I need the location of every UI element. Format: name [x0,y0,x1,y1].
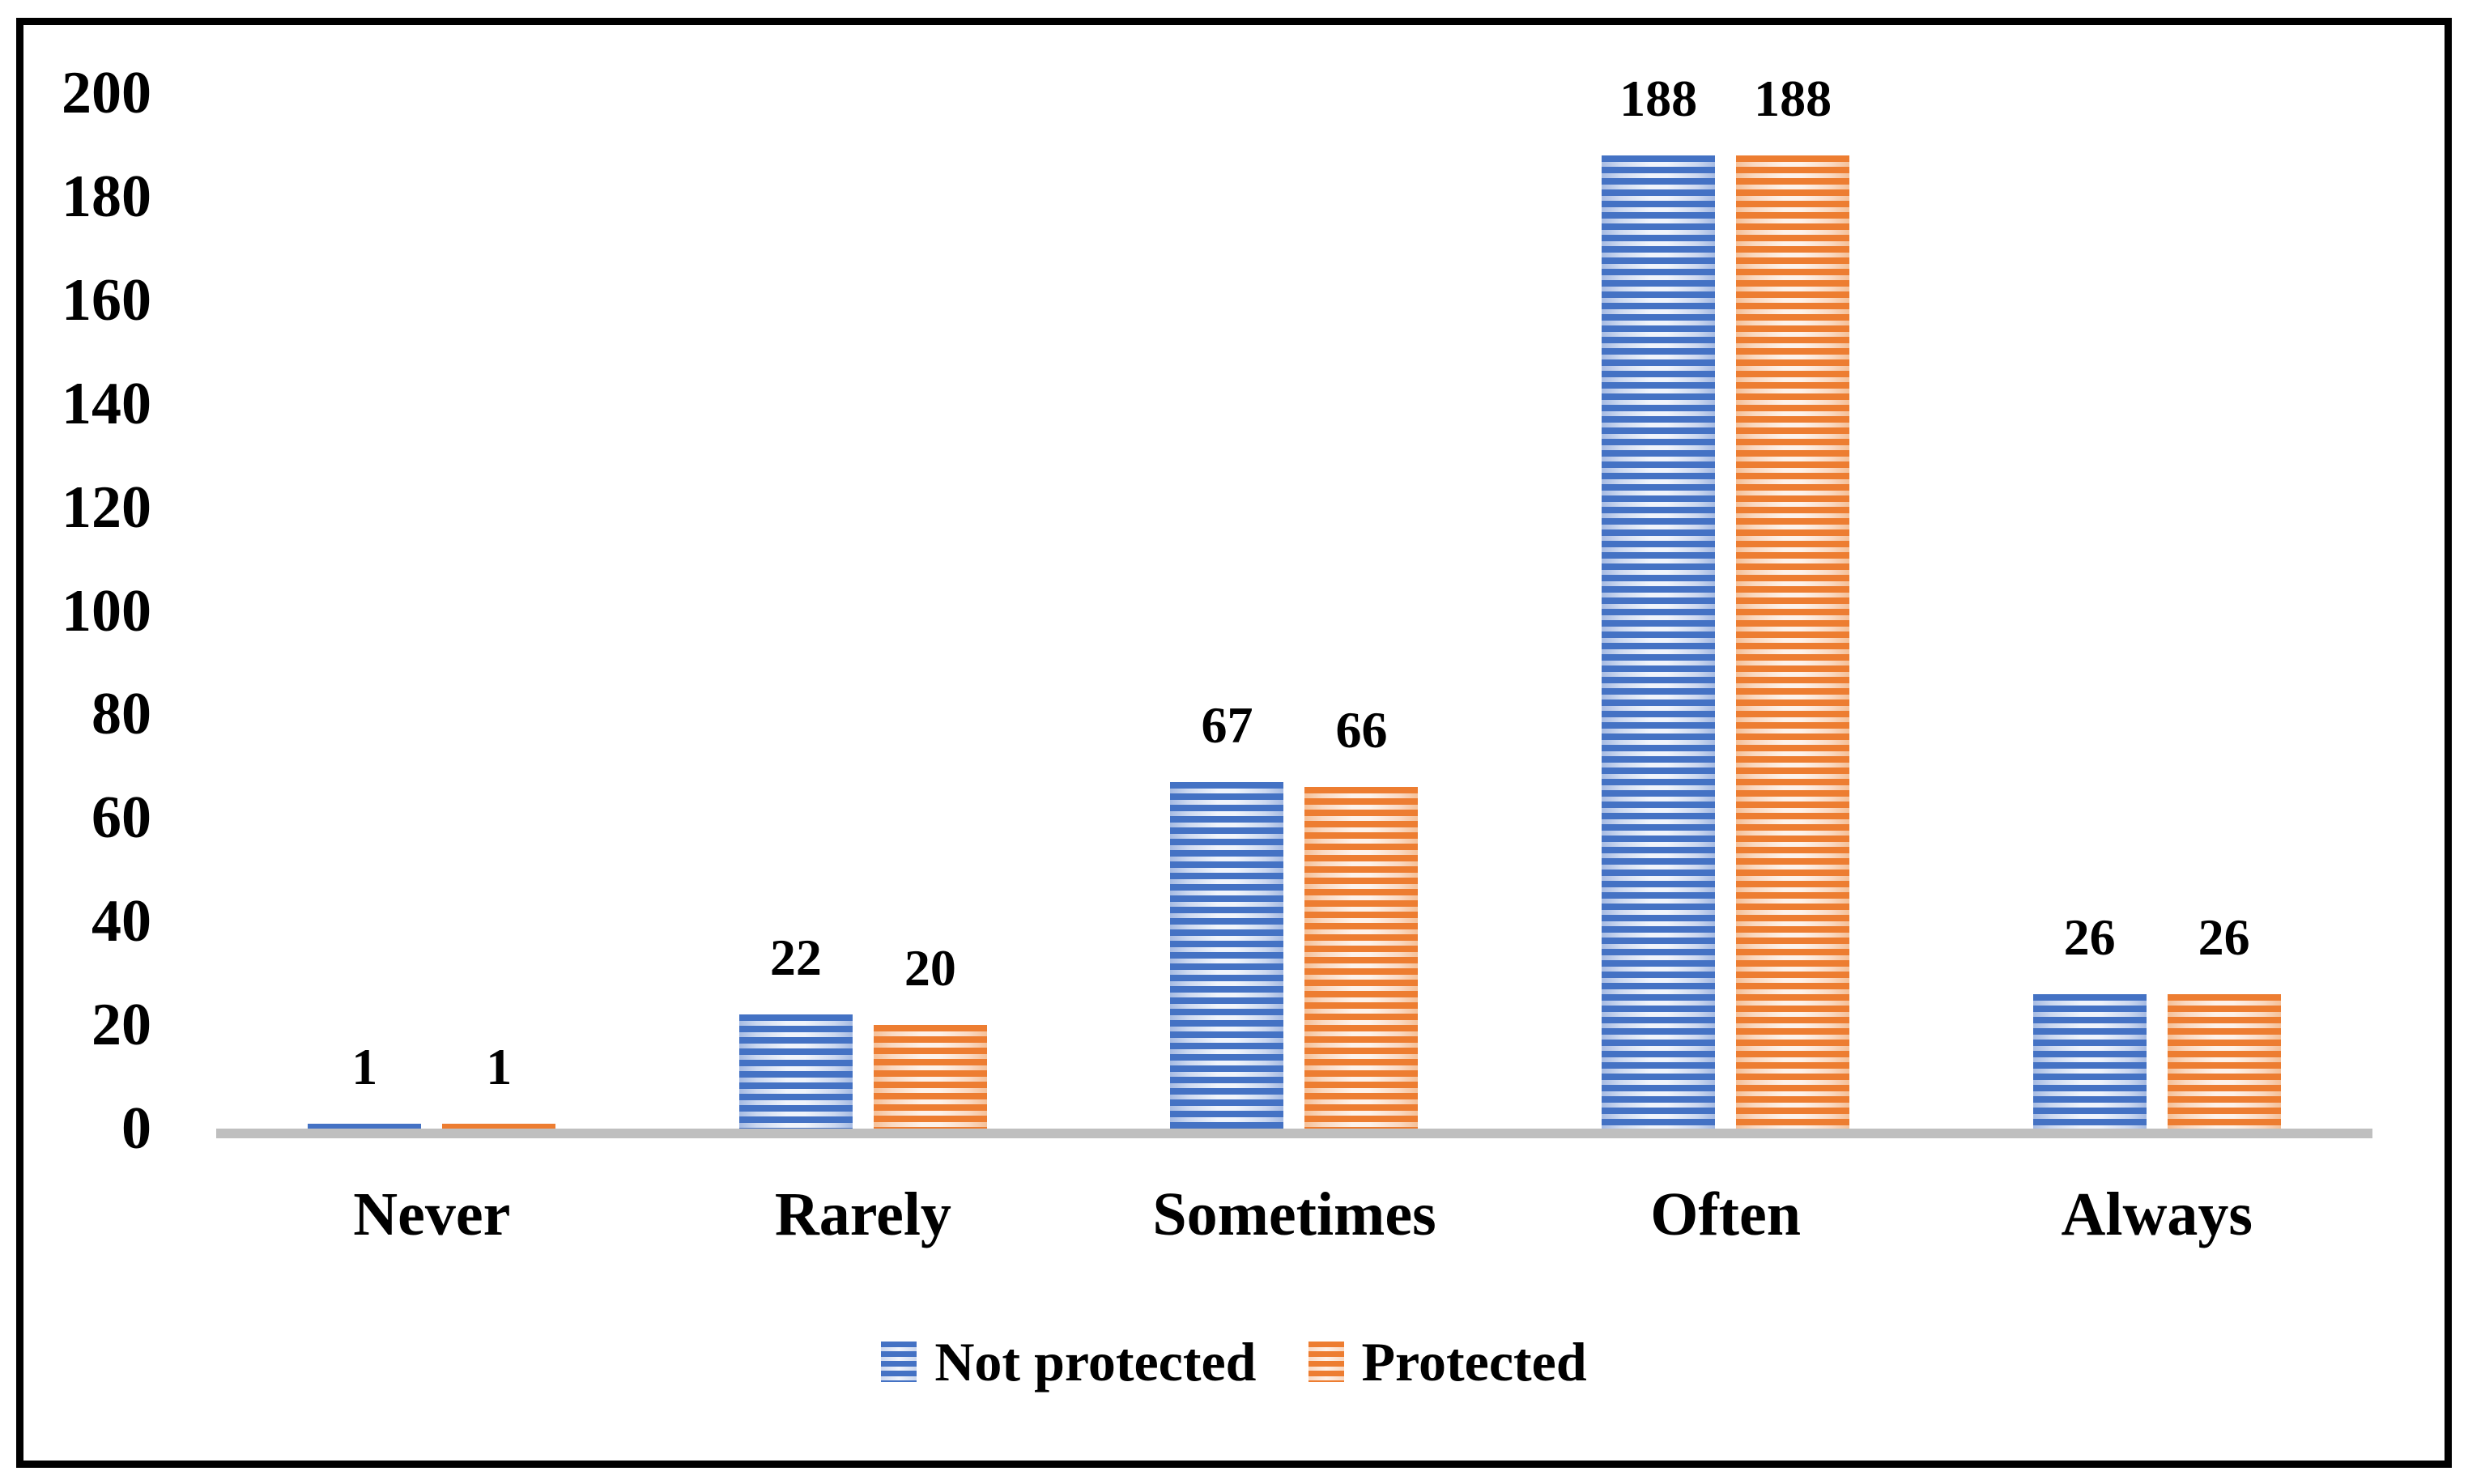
category-slot-sometimes: 67 66 [1079,93,1510,1129]
y-tick-label-40: 40 [91,888,151,955]
x-axis-label-sometimes: Sometimes [1152,1180,1436,1248]
y-tick-label-100: 100 [62,577,151,644]
data-label-not-protected-never: 1 [351,1037,378,1095]
data-label-protected-never: 1 [486,1037,513,1095]
data-label-protected-often: 188 [1754,69,1832,127]
bar-protected-never: 1 [442,1040,556,1129]
legend-swatch-protected [1308,1342,1344,1382]
bar-protected-often: 188 [1736,72,1850,1129]
legend-label-not-protected: Not protected [934,1331,1257,1393]
legend-item-not-protected: Not protected [881,1331,1257,1393]
y-tick-label-160: 160 [62,266,151,334]
x-axis-label-often: Often [1650,1180,1801,1248]
chart-frame [16,18,2452,1468]
bar-protected-sometimes: 66 [1304,704,1419,1129]
x-axis-label-rarely: Rarely [774,1180,951,1248]
data-label-not-protected-sometimes: 67 [1201,695,1253,754]
data-label-protected-sometimes: 66 [1335,700,1388,759]
bar-not-protected-never: 1 [308,1040,422,1129]
bar-protected-always: 26 [2167,911,2281,1129]
legend-swatch-not-protected [881,1342,917,1382]
data-label-protected-always: 26 [2198,908,2250,966]
data-label-not-protected-always: 26 [2063,908,2116,966]
data-label-protected-rarely: 20 [904,939,956,997]
y-tick-label-140: 140 [62,370,151,437]
legend-item-protected: Protected [1308,1334,1587,1389]
bar-not-protected-often: 188 [1602,72,1716,1129]
x-axis-line [216,1129,2372,1138]
y-tick-label-20: 20 [91,992,151,1059]
category-slot-always: 26 26 [1941,93,2372,1129]
x-axis-label-never: Never [353,1180,511,1248]
y-tick-label-60: 60 [91,785,151,852]
category-slot-often: 188 188 [1510,72,1942,1129]
legend: Not protected Protected [0,1334,2468,1389]
bar-not-protected-sometimes: 67 [1170,699,1284,1129]
legend-label-protected: Protected [1361,1331,1587,1393]
y-tick-label-80: 80 [91,681,151,748]
plot-area: 1 1 22 20 67 66 188 188 26 26 [216,72,2372,1129]
y-axis: 0 20 40 60 80 100 120 140 160 180 200 [0,63,151,1159]
y-tick-label-0: 0 [121,1095,151,1162]
data-label-not-protected-often: 188 [1619,69,1698,127]
category-slot-rarely: 22 20 [648,93,1079,1129]
data-label-not-protected-rarely: 22 [769,929,822,987]
bar-not-protected-rarely: 22 [738,932,853,1129]
y-tick-label-180: 180 [62,163,151,230]
bar-not-protected-always: 26 [2032,911,2147,1129]
y-tick-label-200: 200 [62,60,151,126]
bar-protected-rarely: 20 [873,942,987,1129]
x-axis-label-always: Always [2061,1180,2253,1248]
y-tick-label-120: 120 [62,474,151,541]
